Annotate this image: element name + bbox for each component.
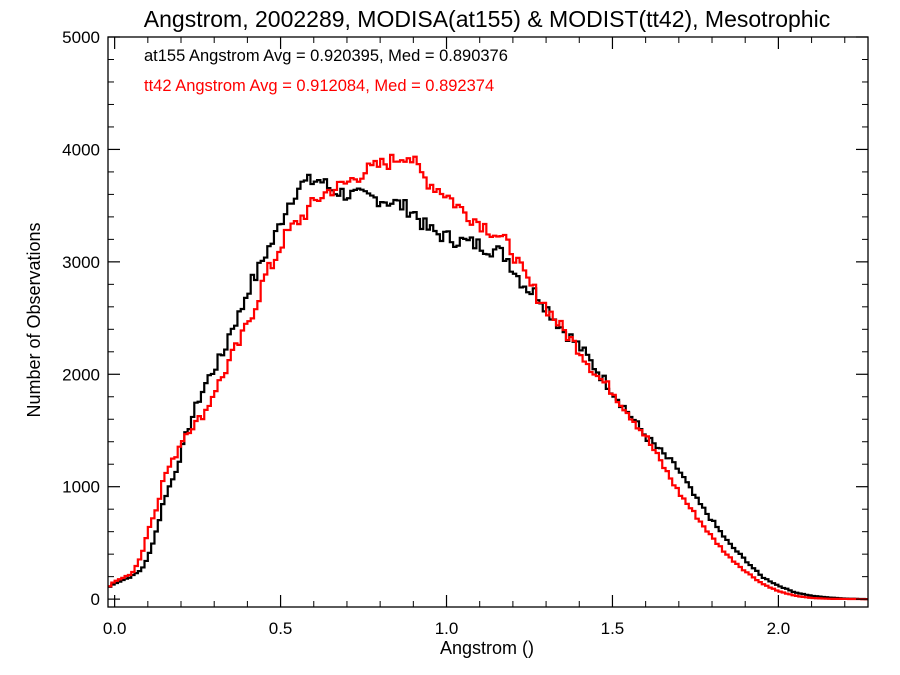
chart-title: Angstrom, 2002289, MODISA(at155) & MODIS… bbox=[144, 6, 830, 32]
y-tick-label: 2000 bbox=[62, 365, 100, 384]
x-tick-label: 1.5 bbox=[601, 619, 625, 638]
y-tick-label: 4000 bbox=[62, 140, 100, 159]
annotation-tt42-stats: tt42 Angstrom Avg = 0.912084, Med = 0.89… bbox=[144, 77, 494, 95]
y-tick-label: 1000 bbox=[62, 478, 100, 497]
x-tick-label: 1.0 bbox=[435, 619, 459, 638]
x-tick-label: 2.0 bbox=[767, 619, 791, 638]
x-tick-label: 0.5 bbox=[269, 619, 293, 638]
y-tick-label: 3000 bbox=[62, 253, 100, 272]
y-tick-label: 5000 bbox=[62, 28, 100, 47]
y-axis-label: Number of Observations bbox=[24, 222, 44, 417]
series-1-step-line bbox=[108, 153, 868, 601]
x-tick-label: 0.0 bbox=[103, 619, 127, 638]
x-axis-label: Angstrom () bbox=[440, 638, 534, 658]
annotation-at155-stats: at155 Angstrom Avg = 0.920395, Med = 0.8… bbox=[144, 47, 508, 65]
y-tick-label: 0 bbox=[91, 590, 100, 609]
axes-layer: 0.0 0.5 1.0 1.5 2.0 0 1000 2000 3000 4000 5000 bbox=[62, 28, 869, 638]
series-layer bbox=[108, 153, 868, 601]
plot-frame bbox=[107, 36, 869, 608]
series-0-step-line bbox=[108, 173, 868, 601]
